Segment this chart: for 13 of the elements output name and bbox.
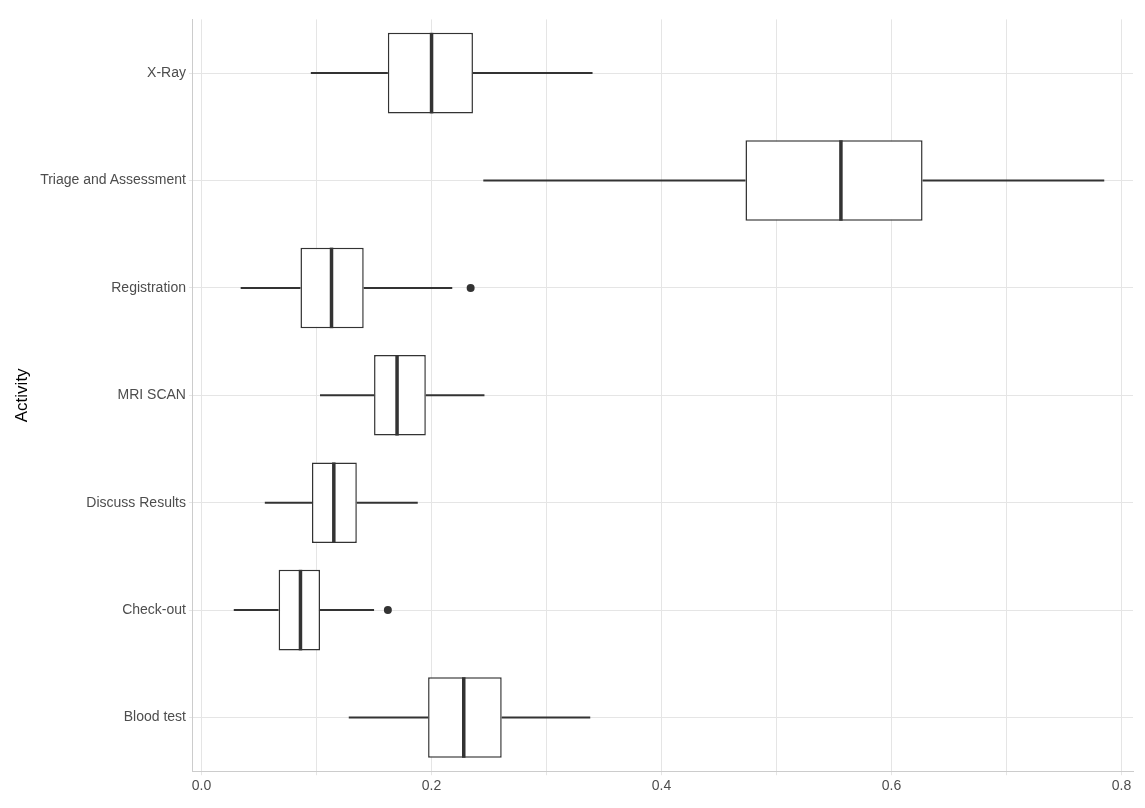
y-tick-label: Discuss Results xyxy=(86,493,186,510)
y-tick-label: MRI SCAN xyxy=(117,386,186,403)
y-tick-label: Triage and Assessment xyxy=(40,171,187,188)
x-tick-label: 0.0 xyxy=(191,777,212,794)
x-tick-label: 0.6 xyxy=(881,777,902,794)
y-axis-title: Activity xyxy=(11,367,31,423)
x-tick-label: 0.8 xyxy=(1111,777,1132,794)
x-tick-label: 0.4 xyxy=(651,777,672,794)
y-tick-label: Blood test xyxy=(123,708,187,725)
y-tick-label: X-Ray xyxy=(147,63,186,80)
y-tick-label: Check-out xyxy=(122,600,187,617)
x-tick-label: 0.2 xyxy=(421,777,442,794)
y-tick-label: Registration xyxy=(111,278,186,295)
